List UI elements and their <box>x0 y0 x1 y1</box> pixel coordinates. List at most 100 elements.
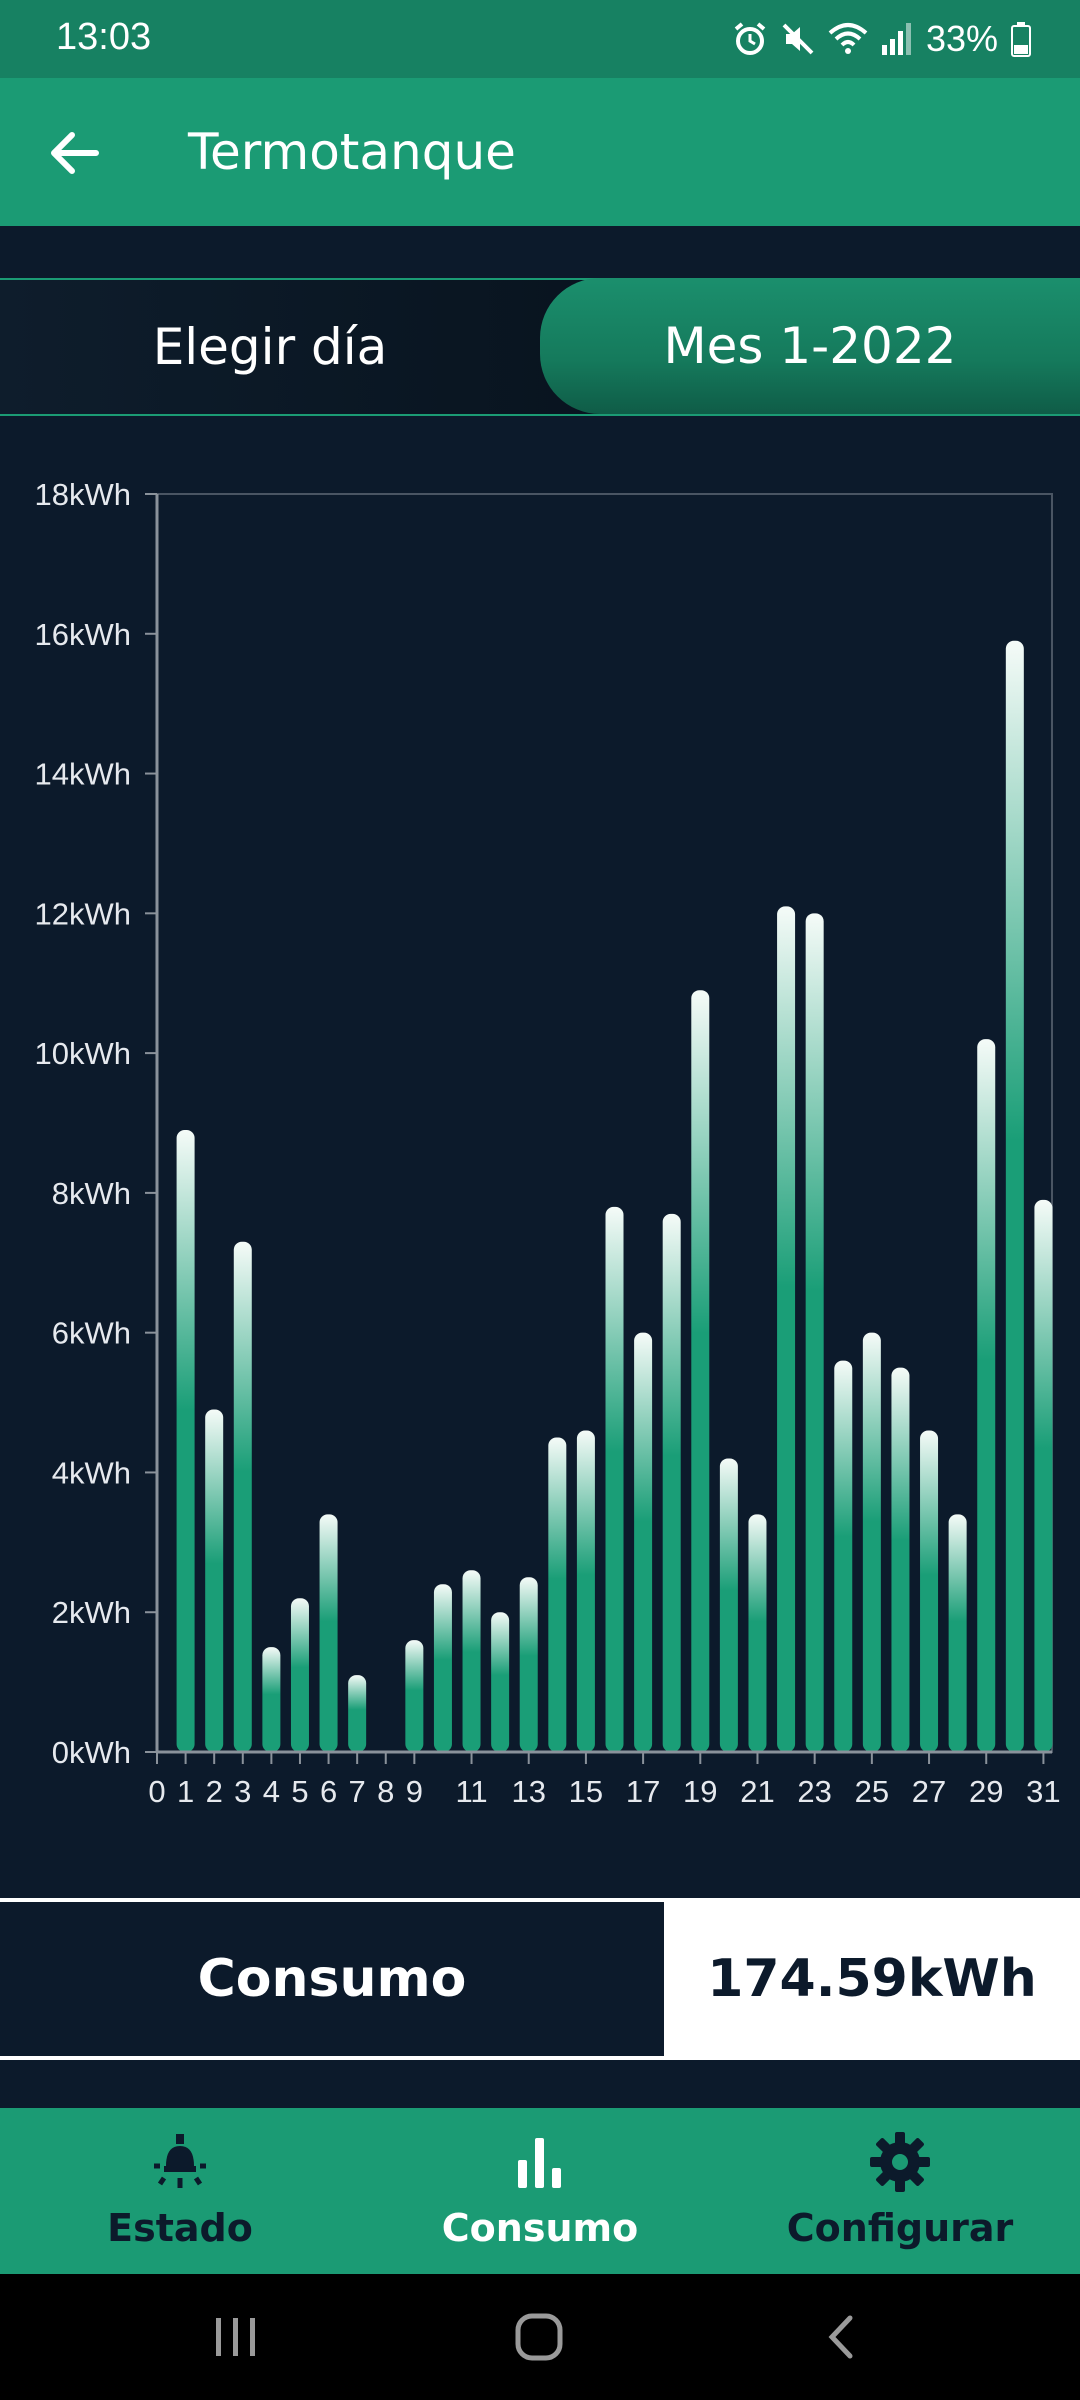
y-tick-label: 10kWh <box>35 1036 131 1071</box>
y-tick-label: 4kWh <box>52 1455 131 1490</box>
nav-item-configurar[interactable]: Configurar <box>720 2108 1080 2274</box>
lamp-icon <box>154 2134 206 2188</box>
mute-icon <box>782 23 814 55</box>
x-tick-label: 15 <box>569 1774 603 1809</box>
tab-month[interactable]: Mes 1-2022 <box>540 278 1080 414</box>
x-tick-label: 27 <box>912 1774 946 1809</box>
x-tick-label: 21 <box>740 1774 774 1809</box>
nav-label-estado: Estado <box>107 2206 253 2250</box>
recent-apps-icon <box>216 2318 255 2356</box>
bar <box>977 1039 996 1752</box>
alarm-icon <box>734 22 766 55</box>
plot-frame <box>156 493 1053 1753</box>
bar <box>433 1584 452 1752</box>
chevron-left-icon <box>828 2315 853 2359</box>
bar <box>662 1213 681 1752</box>
bar <box>834 1360 853 1752</box>
back-nav-button[interactable] <box>802 2304 882 2370</box>
x-tick-label: 1 <box>177 1774 194 1809</box>
system-nav-bar <box>0 2274 1080 2400</box>
status-icons: 33% <box>732 14 1032 64</box>
x-tick-label: 3 <box>234 1774 251 1809</box>
x-tick-label: 25 <box>855 1774 889 1809</box>
bar <box>176 1129 195 1752</box>
period-selector: Elegir día Mes 1-2022 <box>0 278 1080 416</box>
battery-icon <box>1011 22 1031 57</box>
y-tick-label: 12kWh <box>35 896 131 931</box>
y-tick-label: 2kWh <box>52 1595 131 1630</box>
bar <box>634 1332 653 1752</box>
summary-label: Consumo <box>197 1949 467 2009</box>
x-tick-label: 17 <box>626 1774 660 1809</box>
x-tick-label: 4 <box>263 1774 280 1809</box>
y-tick-label: 6kWh <box>52 1316 131 1351</box>
bar-chart-icon <box>518 2138 561 2188</box>
bar <box>290 1598 309 1752</box>
x-tick-label: 9 <box>406 1774 423 1809</box>
bar <box>462 1570 481 1752</box>
bar <box>205 1409 224 1752</box>
app-bar: Termotanque <box>0 78 1080 226</box>
x-tick-label: 8 <box>377 1774 394 1809</box>
bar <box>519 1577 538 1752</box>
x-tick-label: 2 <box>206 1774 223 1809</box>
bar <box>348 1675 367 1752</box>
bar <box>491 1612 510 1752</box>
bar <box>891 1367 910 1752</box>
tab-choose-day[interactable]: Elegir día <box>152 318 388 376</box>
bar-chart: 0kWh 2kWh 4kWh 6kWh 8kWh 10kWh 12kWh 14kWh 16kWh… <box>35 477 1061 1809</box>
y-tick-label: 14kWh <box>35 757 131 792</box>
nav-label-consumo: Consumo <box>441 2206 639 2250</box>
nav-item-consumo[interactable]: Consumo <box>360 2108 720 2274</box>
home-icon <box>515 2313 563 2361</box>
bar <box>862 1332 881 1752</box>
bar <box>233 1241 252 1752</box>
y-tick-label: 16kWh <box>35 617 131 652</box>
recent-apps-button[interactable] <box>196 2304 276 2370</box>
home-button[interactable] <box>500 2304 580 2370</box>
bar <box>719 1458 738 1752</box>
signal-icon <box>881 23 911 55</box>
bar <box>1034 1199 1053 1752</box>
bar <box>691 990 710 1752</box>
x-tick-label: 29 <box>969 1774 1003 1809</box>
x-tick-label: 0 <box>148 1774 165 1809</box>
summary-value: 174.59kWh <box>664 1898 1080 2060</box>
bar <box>805 913 824 1752</box>
x-tick-label: 6 <box>320 1774 337 1809</box>
bar <box>605 1206 624 1752</box>
arrow-back-icon <box>51 132 99 174</box>
y-tick-label: 8kWh <box>52 1176 131 1211</box>
x-tick-label: 5 <box>291 1774 308 1809</box>
back-button[interactable] <box>40 118 110 188</box>
page-title: Termotanque <box>188 123 516 181</box>
status-bar: 13:03 33% <box>0 0 1080 78</box>
battery-percent: 33% <box>925 18 998 59</box>
y-tick-label: 0kWh <box>52 1735 131 1770</box>
x-tick-label: 23 <box>797 1774 831 1809</box>
bar <box>948 1514 967 1752</box>
bar <box>576 1430 595 1752</box>
x-tick-label: 13 <box>511 1774 545 1809</box>
nav-item-estado[interactable]: Estado <box>0 2108 360 2274</box>
x-tick-label: 7 <box>349 1774 366 1809</box>
bar <box>920 1430 939 1752</box>
bar <box>319 1514 338 1752</box>
x-tick-label: 19 <box>683 1774 717 1809</box>
status-time: 13:03 <box>56 16 152 58</box>
nav-label-configurar: Configurar <box>786 2206 1014 2250</box>
consumption-chart: 0kWh 2kWh 4kWh 6kWh 8kWh 10kWh 12kWh 14kWh 16kWh… <box>0 460 1080 1820</box>
bar <box>262 1647 281 1752</box>
bar <box>548 1437 567 1752</box>
bar <box>1005 640 1024 1753</box>
y-tick-label: 18kWh <box>35 477 131 512</box>
x-tick-label: 31 <box>1026 1774 1060 1809</box>
gear-icon <box>870 2132 930 2192</box>
bottom-nav: Estado Consumo Configurar <box>0 2108 1080 2274</box>
x-tick-label: 11 <box>455 1774 487 1809</box>
consumption-summary: Consumo 174.59kWh <box>0 1898 1080 2060</box>
wifi-icon <box>828 23 868 54</box>
bar <box>748 1514 767 1752</box>
bar <box>405 1640 424 1752</box>
bar <box>777 906 796 1752</box>
